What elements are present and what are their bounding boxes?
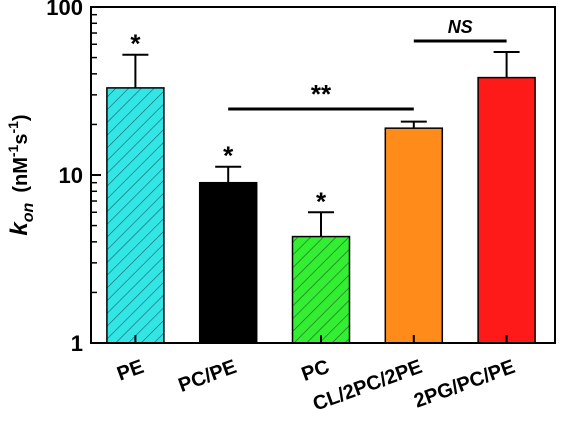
annotations-layer: *****NS: [130, 17, 507, 216]
bars-layer: [106, 50, 536, 344]
significance-star: *: [316, 186, 327, 216]
y-axis-label: kon(nM-1s-1): [5, 114, 37, 235]
y-axis-label-unit-mid: s: [10, 134, 32, 145]
y-axis-label-unit-open: (nM: [10, 157, 32, 193]
comparison-label: **: [311, 79, 332, 109]
y-tick-label: 10: [59, 163, 83, 188]
comparison-label: NS: [448, 17, 473, 37]
category-label: 2PG/PC/PE: [411, 356, 518, 413]
y-axis-label-sup2: -1: [5, 121, 21, 134]
y-axis-label-unit-close: ): [10, 114, 32, 121]
significance-star: *: [223, 141, 234, 171]
y-axis-label-main: k: [6, 221, 33, 236]
bar-pc: [291, 235, 351, 344]
category-label: PE: [114, 356, 147, 386]
y-ticks-layer: 1 10 100: [46, 0, 101, 356]
bar-pc-pe: [198, 181, 258, 344]
category-label: PC: [299, 356, 333, 386]
y-axis-label-sub: on: [20, 202, 37, 222]
category-label: PC/PE: [176, 356, 240, 397]
y-tick-label: 1: [71, 331, 83, 356]
plot-frame: [90, 6, 556, 344]
significance-star: *: [130, 29, 141, 59]
bar-pe: [106, 87, 165, 344]
y-tick-label: 100: [46, 0, 83, 20]
bar-2pg-pc-pe: [477, 76, 536, 344]
y-axis-label-sup1: -1: [5, 144, 21, 157]
bar-cl-2pc-2pe: [384, 127, 444, 344]
